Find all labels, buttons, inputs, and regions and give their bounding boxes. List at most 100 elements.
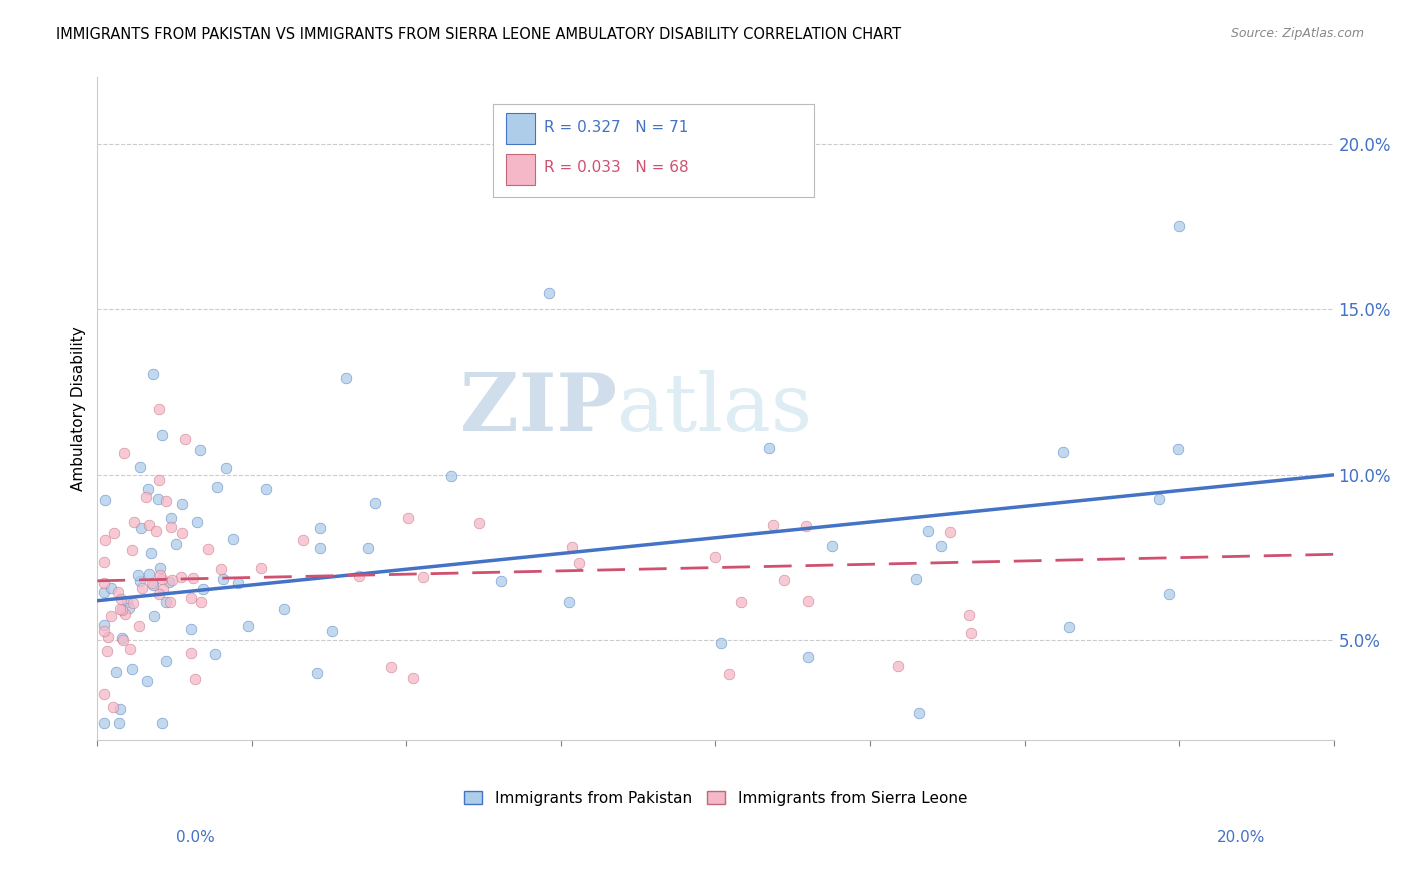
Point <box>254 483 277 497</box>
Point <box>111 633 134 648</box>
Point <box>131 581 153 595</box>
Point <box>292 533 315 547</box>
Point <box>180 623 202 637</box>
Point <box>93 687 115 701</box>
Point <box>957 607 980 622</box>
Point <box>191 582 214 596</box>
Point <box>209 561 232 575</box>
Point <box>305 666 328 681</box>
Point <box>148 473 170 487</box>
Point <box>108 702 131 716</box>
Point <box>364 496 387 510</box>
Point <box>170 570 193 584</box>
Point <box>93 618 115 632</box>
Point <box>887 659 910 673</box>
Point <box>96 644 118 658</box>
Point <box>396 510 419 524</box>
Point <box>118 600 141 615</box>
Point <box>179 591 201 605</box>
Point <box>468 516 491 530</box>
Point <box>703 549 725 564</box>
Point <box>335 371 357 385</box>
Point <box>150 428 173 442</box>
Point <box>93 555 115 569</box>
Point <box>1059 620 1081 634</box>
Point <box>761 517 783 532</box>
Point <box>794 518 817 533</box>
Point <box>108 602 131 616</box>
Point <box>103 525 125 540</box>
Point <box>93 624 115 638</box>
Point <box>118 642 141 657</box>
Point <box>117 595 139 609</box>
Point <box>489 574 512 588</box>
Point <box>148 587 170 601</box>
Point <box>129 574 152 588</box>
Point <box>568 556 591 570</box>
Point <box>560 541 582 555</box>
Point <box>197 542 219 557</box>
Point <box>93 533 115 547</box>
Point <box>93 584 115 599</box>
Point <box>204 647 226 661</box>
Point <box>135 490 157 504</box>
Point <box>773 573 796 587</box>
Point <box>111 603 134 617</box>
Point <box>183 571 205 585</box>
Point <box>412 570 434 584</box>
Point <box>100 609 122 624</box>
Text: atlas: atlas <box>617 369 811 448</box>
Point <box>138 518 160 533</box>
Text: IMMIGRANTS FROM PAKISTAN VS IMMIGRANTS FROM SIERRA LEONE AMBULATORY DISABILITY C: IMMIGRANTS FROM PAKISTAN VS IMMIGRANTS F… <box>56 27 901 42</box>
Point <box>184 672 207 686</box>
Point <box>1147 492 1170 507</box>
Point <box>93 576 115 591</box>
Point <box>357 541 380 555</box>
Point <box>188 442 211 457</box>
Point <box>180 646 202 660</box>
Point <box>908 706 931 721</box>
Point <box>121 596 143 610</box>
Point <box>904 573 927 587</box>
Point <box>821 539 844 553</box>
Point <box>150 716 173 731</box>
Point <box>155 595 177 609</box>
Point <box>97 630 120 644</box>
Point <box>149 561 172 575</box>
Point <box>159 520 181 534</box>
Point <box>797 593 820 607</box>
Point <box>149 568 172 582</box>
Point <box>127 568 149 582</box>
Point <box>170 525 193 540</box>
Point <box>1052 445 1074 459</box>
Point <box>186 515 208 529</box>
Point <box>321 624 343 639</box>
Point <box>122 515 145 529</box>
Point <box>190 595 212 609</box>
Point <box>121 543 143 558</box>
Point <box>138 566 160 581</box>
Text: 20.0%: 20.0% <box>1218 830 1265 845</box>
Legend: Immigrants from Pakistan, Immigrants from Sierra Leone: Immigrants from Pakistan, Immigrants fro… <box>458 784 973 812</box>
Point <box>111 631 134 645</box>
Point <box>145 524 167 539</box>
Point <box>238 619 260 633</box>
Point <box>93 716 115 731</box>
Point <box>129 521 152 535</box>
Point <box>960 626 983 640</box>
Point <box>205 480 228 494</box>
Point <box>114 607 136 621</box>
Point <box>222 533 245 547</box>
Text: ZIP: ZIP <box>460 369 617 448</box>
Point <box>136 482 159 496</box>
Point <box>250 561 273 575</box>
Point <box>128 619 150 633</box>
Y-axis label: Ambulatory Disability: Ambulatory Disability <box>72 326 86 491</box>
Point <box>215 460 238 475</box>
Point <box>160 573 183 587</box>
Point <box>142 367 165 381</box>
Point <box>730 595 752 609</box>
Point <box>165 536 187 550</box>
Point <box>135 674 157 689</box>
Point <box>155 654 177 668</box>
